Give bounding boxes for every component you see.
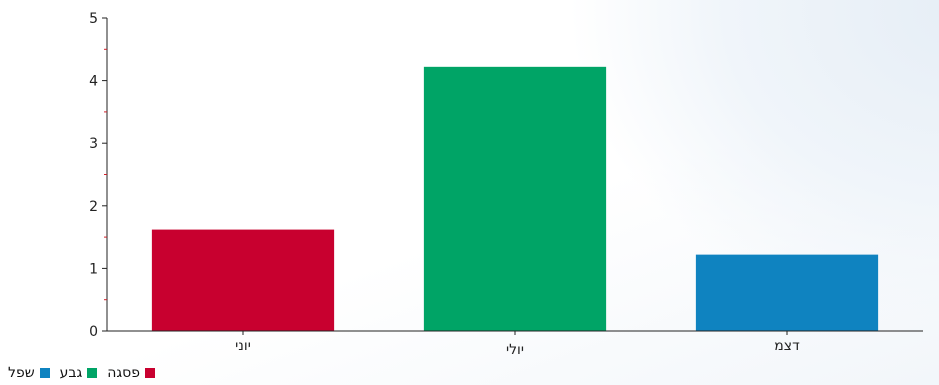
bar-3 [695, 254, 879, 331]
legend-swatch-high [87, 368, 98, 378]
y-tick-label-0: 0 [89, 324, 98, 340]
axes-layer [102, 17, 923, 335]
labels-layer: 0 1 2 3 4 5 יוני יולי דצמ [89, 11, 800, 358]
x-tick-label-2: יולי [506, 342, 524, 358]
legend-swatch-low [39, 368, 50, 378]
chart-legend: פסגה גבע שפל [8, 363, 156, 383]
legend-label-peak: פסגה [107, 365, 141, 381]
bar-2 [423, 66, 607, 331]
x-tick-label-3: דצמ [774, 338, 800, 354]
legend-item-peak: פסגה [107, 365, 156, 381]
bars-layer [151, 66, 879, 331]
legend-label-low: שפל [8, 365, 35, 381]
x-tick-label-1: יוני [235, 338, 251, 354]
y-tick-label-2: 2 [89, 199, 98, 215]
y-tick-label-4: 4 [89, 74, 98, 90]
y-tick-label-5: 5 [89, 11, 98, 27]
legend-item-low: שפל [8, 365, 50, 381]
y-tick-label-1: 1 [89, 261, 98, 277]
legend-item-high: גבע [60, 365, 98, 381]
legend-swatch-peak [145, 368, 156, 378]
bar-1 [151, 229, 335, 331]
legend-label-high: גבע [59, 365, 83, 381]
y-tick-label-3: 3 [89, 136, 98, 152]
